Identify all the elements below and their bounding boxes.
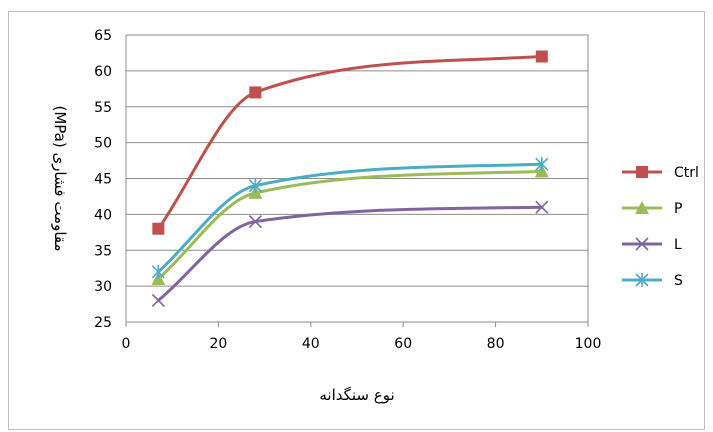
x-tick-label: 40 [302,336,320,352]
y-tick-label: 65 [94,28,112,44]
y-tick-label: 50 [94,136,112,152]
data-point-l [151,293,165,308]
plot-area [125,34,589,323]
data-point-l [248,214,262,229]
y-axis-title: مقاومت فشاری (MPa) [51,105,69,251]
legend: Ctrl P L S [622,165,699,289]
y-tick-label: 35 [94,243,112,259]
legend-item-l: L [622,237,682,253]
legend-item-p: P [622,201,682,217]
data-point-ctrl [249,86,262,99]
y-tick-label: 25 [94,315,112,331]
legend-marker-icon [635,237,649,251]
x-tick-label: 0 [122,336,131,352]
legend-marker-icon [636,166,648,178]
x-tick-label: 100 [575,336,602,352]
x-tick-label: 80 [487,336,505,352]
legend-item-s: S [622,273,683,289]
y-tick-label: 30 [94,279,112,295]
y-tick-label: 40 [94,207,112,223]
y-tick-label: 55 [94,100,112,116]
series-line-ctrl [156,55,544,231]
line-chart: 0 20 40 60 80 100 25 30 35 40 45 50 55 60 65 نوع سنگد… [51,28,699,404]
x-tick-label: 60 [394,336,412,352]
data-point-s [535,157,549,172]
series-markers [151,50,549,308]
data-point-s [151,264,165,279]
legend-label: P [674,201,682,217]
series-lines [156,55,544,302]
x-axis-title: نوع سنگدانه [319,386,394,404]
x-tick-label: 20 [209,336,227,352]
legend-label: Ctrl [674,165,699,181]
legend-item-ctrl: Ctrl [622,165,699,181]
data-point-ctrl [152,222,165,235]
legend-label: S [674,273,683,289]
series-line-s [156,162,544,274]
data-point-l [535,200,549,214]
data-point-ctrl [535,50,548,63]
x-axis-ticks: 0 20 40 60 80 100 [122,322,602,352]
data-point-s [248,178,262,193]
legend-marker-icon [635,273,649,287]
chart-frame: 0 20 40 60 80 100 25 30 35 40 45 50 55 60 65 نوع سنگد… [8,11,705,430]
legend-marker-icon [635,201,649,214]
y-tick-label: 45 [94,172,112,188]
legend-label: L [674,237,682,253]
series-line-l [156,205,544,302]
series-line-p [156,169,544,281]
y-tick-label: 60 [94,64,112,80]
y-axis-ticks: 25 30 35 40 45 50 55 60 65 [94,28,112,331]
